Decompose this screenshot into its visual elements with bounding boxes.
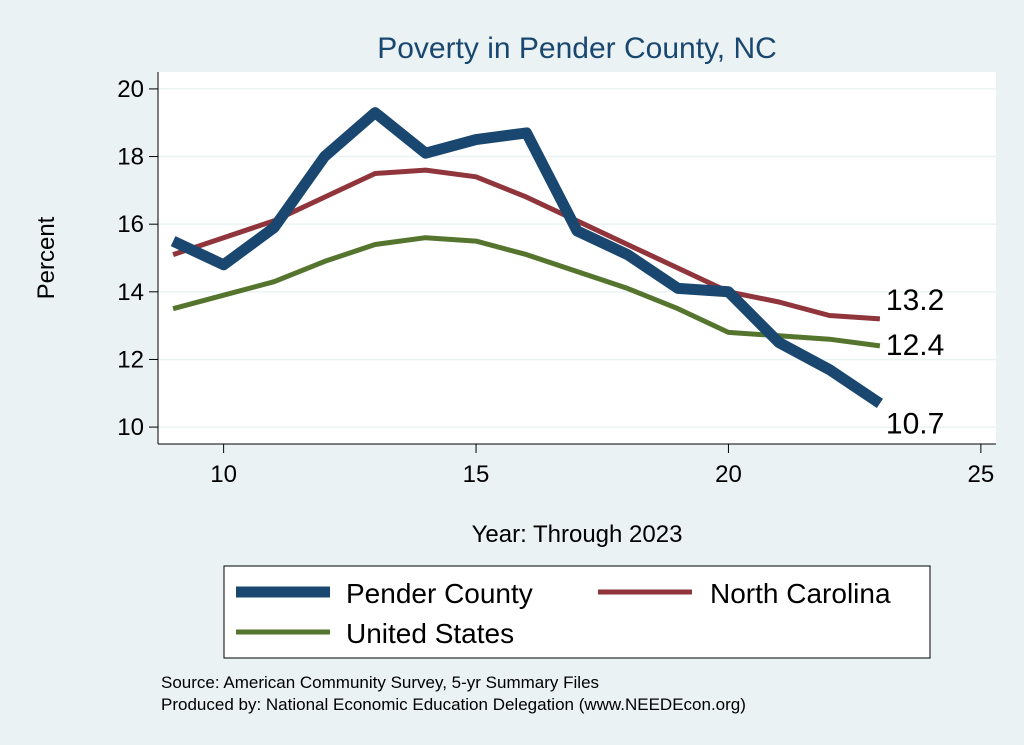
legend-item-united-states: United States — [236, 618, 514, 649]
end-label-united-states: 12.4 — [886, 329, 944, 362]
series-lines — [170, 107, 883, 408]
y-tick-label-10: 10 — [117, 414, 144, 441]
y-tick-label-18: 18 — [117, 144, 144, 171]
y-tick-label-14: 14 — [117, 279, 144, 306]
y-tick-label-20: 20 — [117, 76, 144, 103]
end-labels: 10.7 13.2 12.4 — [886, 284, 944, 441]
series-line-pender-county — [170, 107, 883, 408]
chart-title: Poverty in Pender County, NC — [377, 32, 777, 65]
x-tick-label-10: 10 — [210, 461, 237, 488]
y-tick-label-12: 12 — [117, 346, 144, 373]
x-tick-label-15: 15 — [463, 461, 490, 488]
legend-item-pender-county: Pender County — [236, 578, 533, 609]
y-tick-label-16: 16 — [117, 211, 144, 238]
x-tick-label-20: 20 — [715, 461, 742, 488]
x-axis-title: Year: Through 2023 — [472, 521, 683, 548]
end-label-pender-county: 10.7 — [886, 407, 944, 440]
producer-note: Produced by: National Economic Education… — [161, 695, 746, 714]
legend-label-pender-county: Pender County — [346, 578, 533, 609]
x-tick-label-25: 25 — [968, 461, 995, 488]
plot-area — [158, 72, 996, 444]
y-axis-ticks: 10 12 14 16 18 20 — [117, 76, 158, 441]
legend-box — [223, 565, 931, 659]
series-line-united-states — [172, 235, 881, 349]
y-axis-title: Percent — [33, 216, 60, 299]
source-note: Source: American Community Survey, 5-yr … — [161, 673, 599, 692]
legend-item-north-carolina: North Carolina — [598, 578, 891, 609]
legend-label-north-carolina: North Carolina — [710, 578, 891, 609]
legend-label-united-states: United States — [346, 618, 514, 649]
x-axis-ticks: 10 15 20 25 — [210, 444, 994, 488]
gridlines — [158, 88, 996, 428]
end-label-north-carolina: 13.2 — [886, 284, 944, 317]
